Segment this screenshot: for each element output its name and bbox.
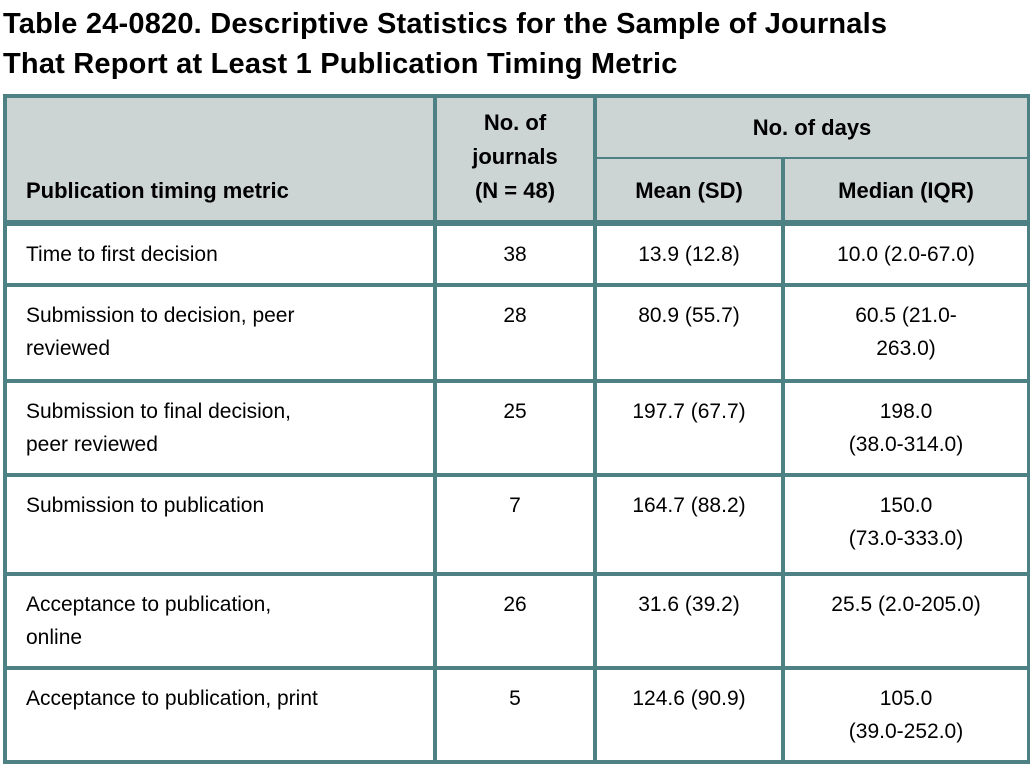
cell-median-iqr: 150.0 (73.0-333.0)	[780, 473, 1030, 576]
table-row: Acceptance to publication, online 26 31.…	[3, 572, 1030, 670]
table-row: Acceptance to publication, print 5 124.6…	[3, 666, 1030, 764]
cell-metric: Submission to publication	[3, 473, 437, 576]
header-mean-sd: Mean (SD)	[593, 157, 785, 226]
cell-n-journals: 28	[433, 283, 597, 383]
cell-median-iqr: 60.5 (21.0- 263.0)	[780, 283, 1030, 383]
cell-metric: Submission to decision, peer reviewed	[3, 283, 437, 383]
table-body: Time to first decision 38 13.9 (12.8) 10…	[3, 221, 1030, 764]
table-row: Time to first decision 38 13.9 (12.8) 10…	[3, 221, 1030, 287]
header-no-of-journals: No. of journals (N = 48)	[433, 94, 597, 226]
cell-mean-sd: 197.7 (67.7)	[593, 379, 785, 477]
descriptive-stats-table: Publication timing metric No. of journal…	[3, 93, 1030, 764]
header-row-sub: Mean (SD) Median (IQR)	[5, 157, 1030, 226]
cell-n-journals: 38	[433, 221, 597, 287]
cell-n-journals: 26	[433, 572, 597, 670]
cell-n-journals: 7	[433, 473, 597, 576]
cell-median-iqr: 25.5 (2.0-205.0)	[780, 572, 1030, 670]
cell-median-iqr: 198.0 (38.0-314.0)	[780, 379, 1030, 477]
cell-metric: Submission to final decision, peer revie…	[3, 379, 437, 477]
cell-metric: Time to first decision	[3, 221, 437, 287]
cell-median-iqr: 105.0 (39.0-252.0)	[780, 666, 1030, 764]
table-title: Table 24-0820. Descriptive Statistics fo…	[3, 8, 888, 80]
header-row-group: Publication timing metric No. of journal…	[3, 93, 1030, 226]
cell-mean-sd: 164.7 (88.2)	[593, 473, 785, 576]
cell-mean-sd: 13.9 (12.8)	[593, 221, 785, 287]
header-publication-timing-metric: Publication timing metric	[3, 94, 437, 226]
table-row: Submission to decision, peer reviewed 28…	[3, 283, 1030, 383]
cell-n-journals: 5	[433, 666, 597, 764]
header-no-of-days-group: No. of days	[592, 93, 1030, 160]
table-row: Submission to publication 7 164.7 (88.2)…	[3, 473, 1030, 576]
cell-metric: Acceptance to publication, print	[3, 666, 437, 764]
cell-n-journals: 25	[433, 379, 597, 477]
header-median-iqr: Median (IQR)	[780, 157, 1030, 226]
cell-metric: Acceptance to publication, online	[3, 572, 437, 670]
cell-mean-sd: 31.6 (39.2)	[593, 572, 785, 670]
table-header: Publication timing metric No. of journal…	[3, 93, 1030, 226]
cell-mean-sd: 80.9 (55.7)	[593, 283, 785, 383]
cell-mean-sd: 124.6 (90.9)	[593, 666, 785, 764]
cell-median-iqr: 10.0 (2.0-67.0)	[780, 221, 1030, 287]
table-row: Submission to final decision, peer revie…	[3, 379, 1030, 477]
